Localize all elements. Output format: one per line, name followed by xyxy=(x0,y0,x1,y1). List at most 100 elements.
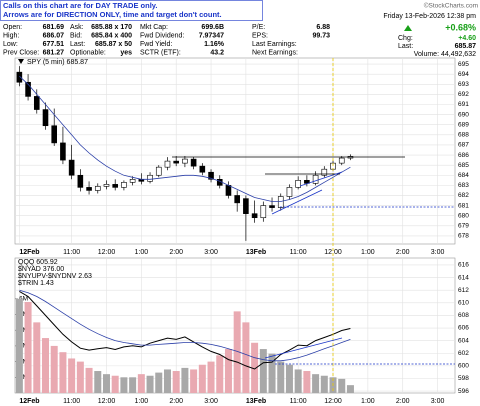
candle-body xyxy=(312,174,319,184)
x-tick-label: 11:00 xyxy=(63,398,80,405)
y-tick-label: 604 xyxy=(458,337,469,344)
volume-bar xyxy=(59,352,67,393)
legend: $NYUPV-$NYDNV 2.63 xyxy=(18,273,92,280)
volume-bar xyxy=(198,364,206,393)
y-tick-label: 685 xyxy=(458,162,469,169)
y-tick-label: 610 xyxy=(458,300,469,307)
candle-body xyxy=(33,96,40,110)
volume-bar xyxy=(216,355,224,393)
volume-bar xyxy=(320,375,328,393)
candle-body xyxy=(94,186,101,191)
volume-bar xyxy=(277,361,285,393)
volume-bar xyxy=(85,367,93,393)
candle-body xyxy=(129,179,136,183)
volume-bar xyxy=(190,369,198,393)
x-tick-label: 1:00 xyxy=(135,249,149,256)
volume-bar xyxy=(207,361,215,393)
volume-bar xyxy=(76,361,84,393)
y-tick-label: 684 xyxy=(458,172,469,179)
y-tick-label: 678 xyxy=(458,233,469,240)
x-tick-label: 3:00 xyxy=(204,398,218,405)
volume-bar xyxy=(312,374,320,393)
x-tick-label: 11:00 xyxy=(290,398,307,405)
y2-tick-label: 5M xyxy=(19,311,28,318)
candle-body xyxy=(60,142,66,161)
candle-body xyxy=(269,205,275,208)
x-tick-label: 3:00 xyxy=(431,398,445,405)
quote-label: Fwd Yield: xyxy=(140,41,172,48)
candle-body xyxy=(199,165,206,173)
quote-label: Prev Close: xyxy=(3,49,39,56)
y2-tick-label: 1M xyxy=(19,374,28,381)
volume-bar xyxy=(233,311,241,393)
x-tick-label: 12Feb xyxy=(19,249,39,256)
chg-label: Chg: xyxy=(398,35,413,42)
candle-body xyxy=(68,159,75,176)
legend: SPY (5 min) 685.87 xyxy=(27,59,88,66)
candle-body xyxy=(164,160,171,168)
volume-bar xyxy=(102,374,110,393)
quote-value: 681.69 xyxy=(43,24,65,31)
candle-body xyxy=(295,180,301,188)
x-tick-label: 2:00 xyxy=(396,398,410,405)
notice-line: Arrows are for DIRECTION ONLY, time and … xyxy=(3,10,222,19)
volume-bar xyxy=(242,322,250,393)
x-tick-label: 3:00 xyxy=(431,249,445,256)
volume-bar xyxy=(224,349,232,393)
y-tick-label: 614 xyxy=(458,274,469,281)
candle-body xyxy=(147,174,153,182)
volume-bar xyxy=(338,378,346,393)
candle-body xyxy=(338,157,345,164)
volume-bar xyxy=(172,371,180,393)
candle-body xyxy=(103,184,110,187)
quote-value: 685.88 x 170 xyxy=(91,24,132,31)
volume-bar xyxy=(268,353,276,393)
x-tick-label: 1:00 xyxy=(361,398,375,405)
y-tick-label: 695 xyxy=(458,61,469,68)
y-tick-label: 688 xyxy=(458,132,469,139)
candle-body xyxy=(16,71,23,83)
quote-value: 699.6B xyxy=(201,24,224,31)
line xyxy=(19,75,351,202)
volume-bar xyxy=(251,342,259,393)
volume-bar xyxy=(181,367,189,393)
quote-value: 677.51 xyxy=(43,41,65,48)
volume-bar xyxy=(15,298,23,393)
candle-body xyxy=(25,81,31,97)
candle-body xyxy=(251,213,258,219)
x-tick-label: 2:00 xyxy=(169,398,183,405)
candle-body xyxy=(190,158,197,167)
y-tick-label: 683 xyxy=(458,182,469,189)
volume-bar xyxy=(129,377,137,393)
quote-value: 6.88 xyxy=(316,24,330,31)
notice-line: Calls on this chart are for DAY TRADE on… xyxy=(3,1,157,10)
y-tick-label: 608 xyxy=(458,312,469,319)
quote-label: P/E: xyxy=(252,24,265,31)
candle-body xyxy=(208,171,214,180)
volume-bar xyxy=(294,369,302,393)
volume-bar xyxy=(41,338,49,393)
notice-box xyxy=(0,0,263,21)
y-tick-label: 679 xyxy=(458,223,469,230)
x-tick-label: 1:00 xyxy=(361,249,375,256)
candle-body xyxy=(225,185,232,196)
volume-bar xyxy=(163,369,171,393)
panel-frame xyxy=(14,57,456,245)
quote-value: 7.97347 xyxy=(199,32,224,39)
y-tick-label: 682 xyxy=(458,192,469,199)
y2-tick-label: 2M xyxy=(19,358,28,365)
x-tick-label: 12:00 xyxy=(98,398,116,405)
y-tick-label: 602 xyxy=(458,350,469,357)
candle-body xyxy=(277,196,284,208)
candle-body xyxy=(286,187,293,197)
quote-label: Bid: xyxy=(70,32,82,39)
y-tick-label: 598 xyxy=(458,375,469,382)
last-label: Last: xyxy=(398,43,413,50)
candle-body xyxy=(260,205,267,219)
last: 685.87 xyxy=(455,43,477,50)
volume-bar xyxy=(24,301,32,393)
quote-value: 43.2 xyxy=(210,49,224,56)
y-tick-label: 606 xyxy=(458,325,469,332)
volume-bar xyxy=(285,364,293,393)
